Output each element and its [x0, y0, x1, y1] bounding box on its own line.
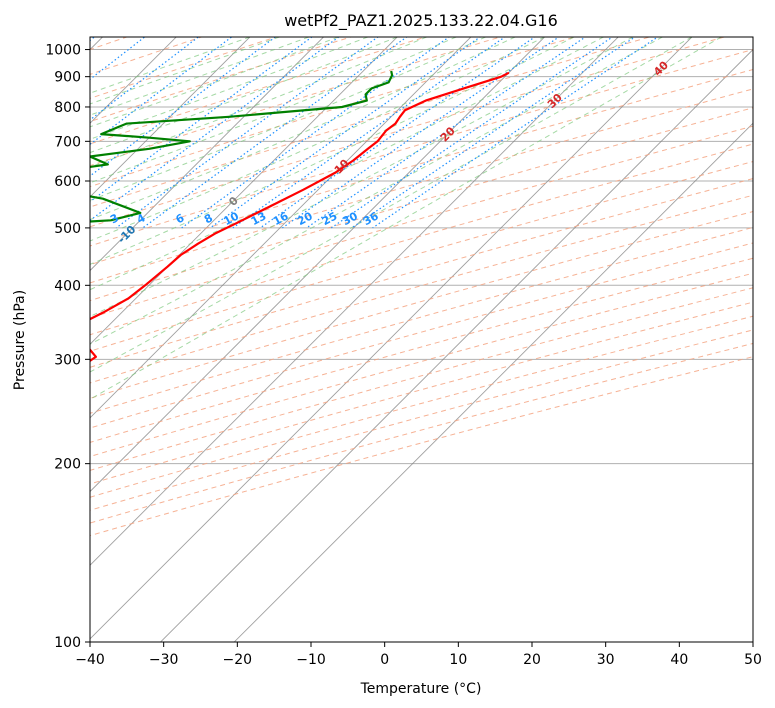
dry-adiabat	[90, 68, 753, 266]
moist-adiabat	[90, 37, 427, 168]
skewed-isotherm	[90, 37, 693, 640]
pressure-gridlines	[90, 49, 753, 642]
mixing-ratio-line	[142, 37, 408, 229]
mixing-ratio-label: 36	[361, 209, 381, 228]
mixing-ratio-line	[330, 37, 614, 229]
mixing-ratio-label: 20	[295, 209, 315, 228]
mixing-ratio-label: 10	[221, 209, 241, 228]
dry-adiabat	[90, 211, 753, 399]
dry-adiabat	[90, 125, 753, 319]
dry-adiabat	[90, 356, 753, 537]
moist-adiabat	[90, 37, 280, 105]
dry-adiabat	[90, 37, 502, 167]
y-tick-label: 700	[54, 134, 81, 150]
dry-adiabat	[90, 37, 652, 208]
y-tick-label: 100	[54, 635, 81, 651]
skewed-isotherm	[90, 37, 472, 419]
skewed-isotherm	[90, 37, 398, 345]
mixing-ratio-label: 13	[249, 209, 269, 228]
dry-adiabat	[90, 287, 753, 471]
mixing-ratio-label: 16	[271, 209, 291, 228]
x-tick-label: 10	[449, 652, 467, 668]
mixing-ratio-line	[90, 37, 233, 146]
mixing-ratio-line	[372, 37, 659, 229]
mixing-ratio-label: 30	[340, 209, 360, 228]
x-tick-label: 30	[597, 652, 615, 668]
y-tick-label: 300	[54, 352, 81, 368]
moist-adiabat	[90, 37, 575, 265]
moist-adiabats	[90, 37, 722, 400]
plot-frame	[89, 36, 754, 643]
mixing-ratio-labels: 0.10.20.40.611.52346810131620253036	[108, 209, 381, 228]
skewed-isotherm	[90, 37, 619, 566]
dewpoint-profile	[90, 70, 394, 223]
moist-adiabat	[90, 37, 722, 400]
dry-adiabat	[90, 143, 753, 336]
skewed-isotherm	[233, 122, 753, 642]
y-tick-label: 500	[54, 221, 81, 237]
mixing-ratio-line	[351, 37, 637, 229]
plot-area: -100-90-80-70-60-50-40-30-20-10010203040…	[90, 37, 753, 642]
y-tick-label: 400	[54, 278, 81, 294]
mixing-ratio-line	[90, 37, 146, 81]
x-tick-label: −10	[296, 652, 326, 668]
sounding-series	[90, 70, 510, 363]
y-tick-label: 200	[54, 457, 81, 473]
mixing-ratio-lines	[90, 37, 659, 229]
moist-adiabat	[90, 37, 516, 221]
moist-adiabat	[90, 37, 693, 373]
y-axis-title: Pressure (hPa)	[12, 290, 28, 390]
y-tick-label: 800	[54, 100, 81, 116]
dry-adiabat	[90, 37, 278, 99]
dry-adiabat	[90, 226, 753, 414]
x-tick-label: 0	[380, 652, 389, 668]
y-axis: 100 200 300 400 500 600 700 800 900 1000	[45, 43, 90, 651]
mixing-ratio-line	[90, 37, 200, 121]
dry-adiabat	[90, 88, 753, 284]
x-tick-label: −40	[75, 652, 105, 668]
y-tick-label: 1000	[45, 43, 81, 59]
x-axis: −40 −30 −20 −10 0 10 20 30 40 50	[75, 642, 762, 668]
skewed-isotherm	[90, 37, 325, 272]
mixing-ratio-line	[282, 37, 560, 229]
y-tick-label: 900	[54, 70, 81, 86]
x-tick-label: 40	[670, 652, 688, 668]
dry-adiabats	[90, 37, 753, 537]
skewed-isotherm	[90, 37, 546, 493]
mixing-ratio-label: 25	[320, 209, 340, 228]
dry-adiabat	[90, 342, 753, 524]
mixing-ratio-line	[232, 37, 506, 229]
skewed-isotherm	[159, 48, 753, 642]
temperature-profile	[90, 71, 510, 363]
moist-adiabat	[90, 37, 545, 242]
moist-adiabat	[90, 37, 309, 116]
dry-adiabat	[90, 37, 727, 228]
dry-adiabat	[90, 301, 753, 485]
moist-adiabat	[90, 37, 251, 94]
skewed-isotherms	[90, 37, 753, 642]
dry-adiabat	[90, 242, 753, 429]
mixing-ratio-line	[90, 37, 277, 177]
mixing-ratio-line	[306, 37, 587, 229]
mixing-ratio-line	[259, 37, 536, 229]
x-tick-label: 50	[744, 652, 762, 668]
x-tick-label: 20	[523, 652, 541, 668]
mixing-ratio-line	[90, 37, 313, 203]
mixing-ratio-line	[115, 37, 379, 229]
y-tick-label: 600	[54, 174, 81, 190]
dry-adiabat	[90, 37, 428, 145]
skewed-isotherm	[90, 37, 251, 198]
x-axis-title: Temperature (°C)	[360, 681, 482, 697]
chart-title: wetPf2_PAZ1.2025.133.22.04.G16	[284, 11, 558, 31]
x-tick-label: −20	[223, 652, 253, 668]
x-tick-label: −30	[149, 652, 179, 668]
mixing-ratio-line	[181, 37, 451, 229]
